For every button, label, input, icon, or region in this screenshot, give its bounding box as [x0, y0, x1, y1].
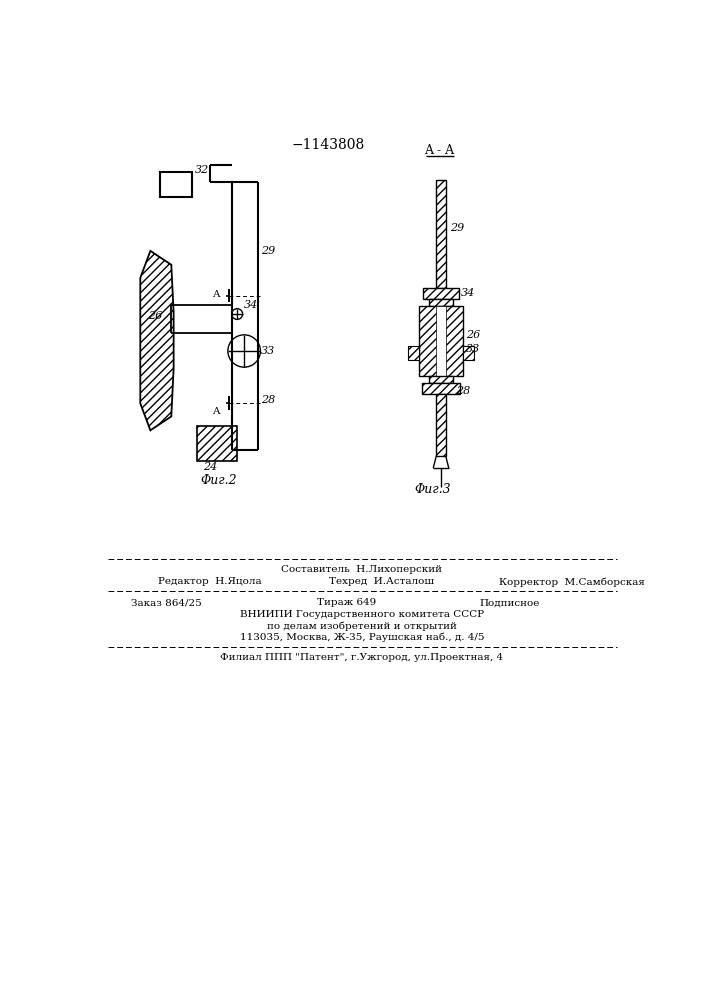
- Text: 32: 32: [194, 165, 209, 175]
- Text: 26: 26: [148, 311, 162, 321]
- Text: −1143808: −1143808: [292, 138, 366, 152]
- Text: 33: 33: [261, 346, 276, 356]
- Text: 29: 29: [261, 246, 276, 256]
- Text: 34: 34: [461, 288, 475, 298]
- Bar: [429, 376, 452, 383]
- Text: Филиал ППП "Патент", г.Ужгород, ул.Проектная, 4: Филиал ППП "Патент", г.Ужгород, ул.Проек…: [221, 653, 503, 662]
- Text: Техред  И.Асталош: Техред И.Асталош: [329, 578, 434, 586]
- Bar: [429, 299, 452, 306]
- Bar: [197, 426, 237, 461]
- Text: 26: 26: [466, 330, 480, 340]
- Text: 24: 24: [203, 462, 217, 472]
- Text: 33: 33: [466, 344, 480, 354]
- Text: Редактор  Н.Яцола: Редактор Н.Яцола: [158, 578, 262, 586]
- Bar: [464, 346, 474, 360]
- Bar: [408, 346, 419, 360]
- Text: Заказ 864/25: Заказ 864/25: [131, 598, 201, 607]
- Text: Φиг.3: Φиг.3: [415, 483, 452, 496]
- Text: 29: 29: [450, 223, 464, 233]
- Bar: [436, 180, 445, 288]
- Text: Подписное: Подписное: [480, 598, 540, 607]
- Text: по делам изобретений и открытий: по делам изобретений и открытий: [267, 621, 457, 631]
- Text: 28: 28: [261, 395, 276, 405]
- Text: A: A: [212, 290, 219, 299]
- Bar: [436, 394, 445, 456]
- Bar: [423, 288, 459, 299]
- Text: A: A: [212, 407, 219, 416]
- Text: 28: 28: [457, 386, 471, 396]
- Bar: [421, 383, 460, 394]
- Bar: [160, 172, 192, 197]
- Text: Корректор  М.Самборская: Корректор М.Самборская: [499, 577, 645, 587]
- Text: Составитель  Н.Лихоперский: Составитель Н.Лихоперский: [281, 565, 443, 574]
- Text: Тираж 649: Тираж 649: [317, 598, 376, 607]
- Text: 34: 34: [244, 300, 258, 310]
- Text: A - A: A - A: [423, 144, 454, 157]
- Polygon shape: [140, 251, 174, 430]
- Bar: [436, 306, 446, 376]
- Text: Φиг.2: Φиг.2: [200, 474, 237, 487]
- Text: 113035, Москва, Ж-35, Раушская наб., д. 4/5: 113035, Москва, Ж-35, Раушская наб., д. …: [240, 633, 484, 642]
- Text: ВНИИПИ Государственного комитета СССР: ВНИИПИ Государственного комитета СССР: [240, 610, 484, 619]
- Bar: [419, 306, 464, 376]
